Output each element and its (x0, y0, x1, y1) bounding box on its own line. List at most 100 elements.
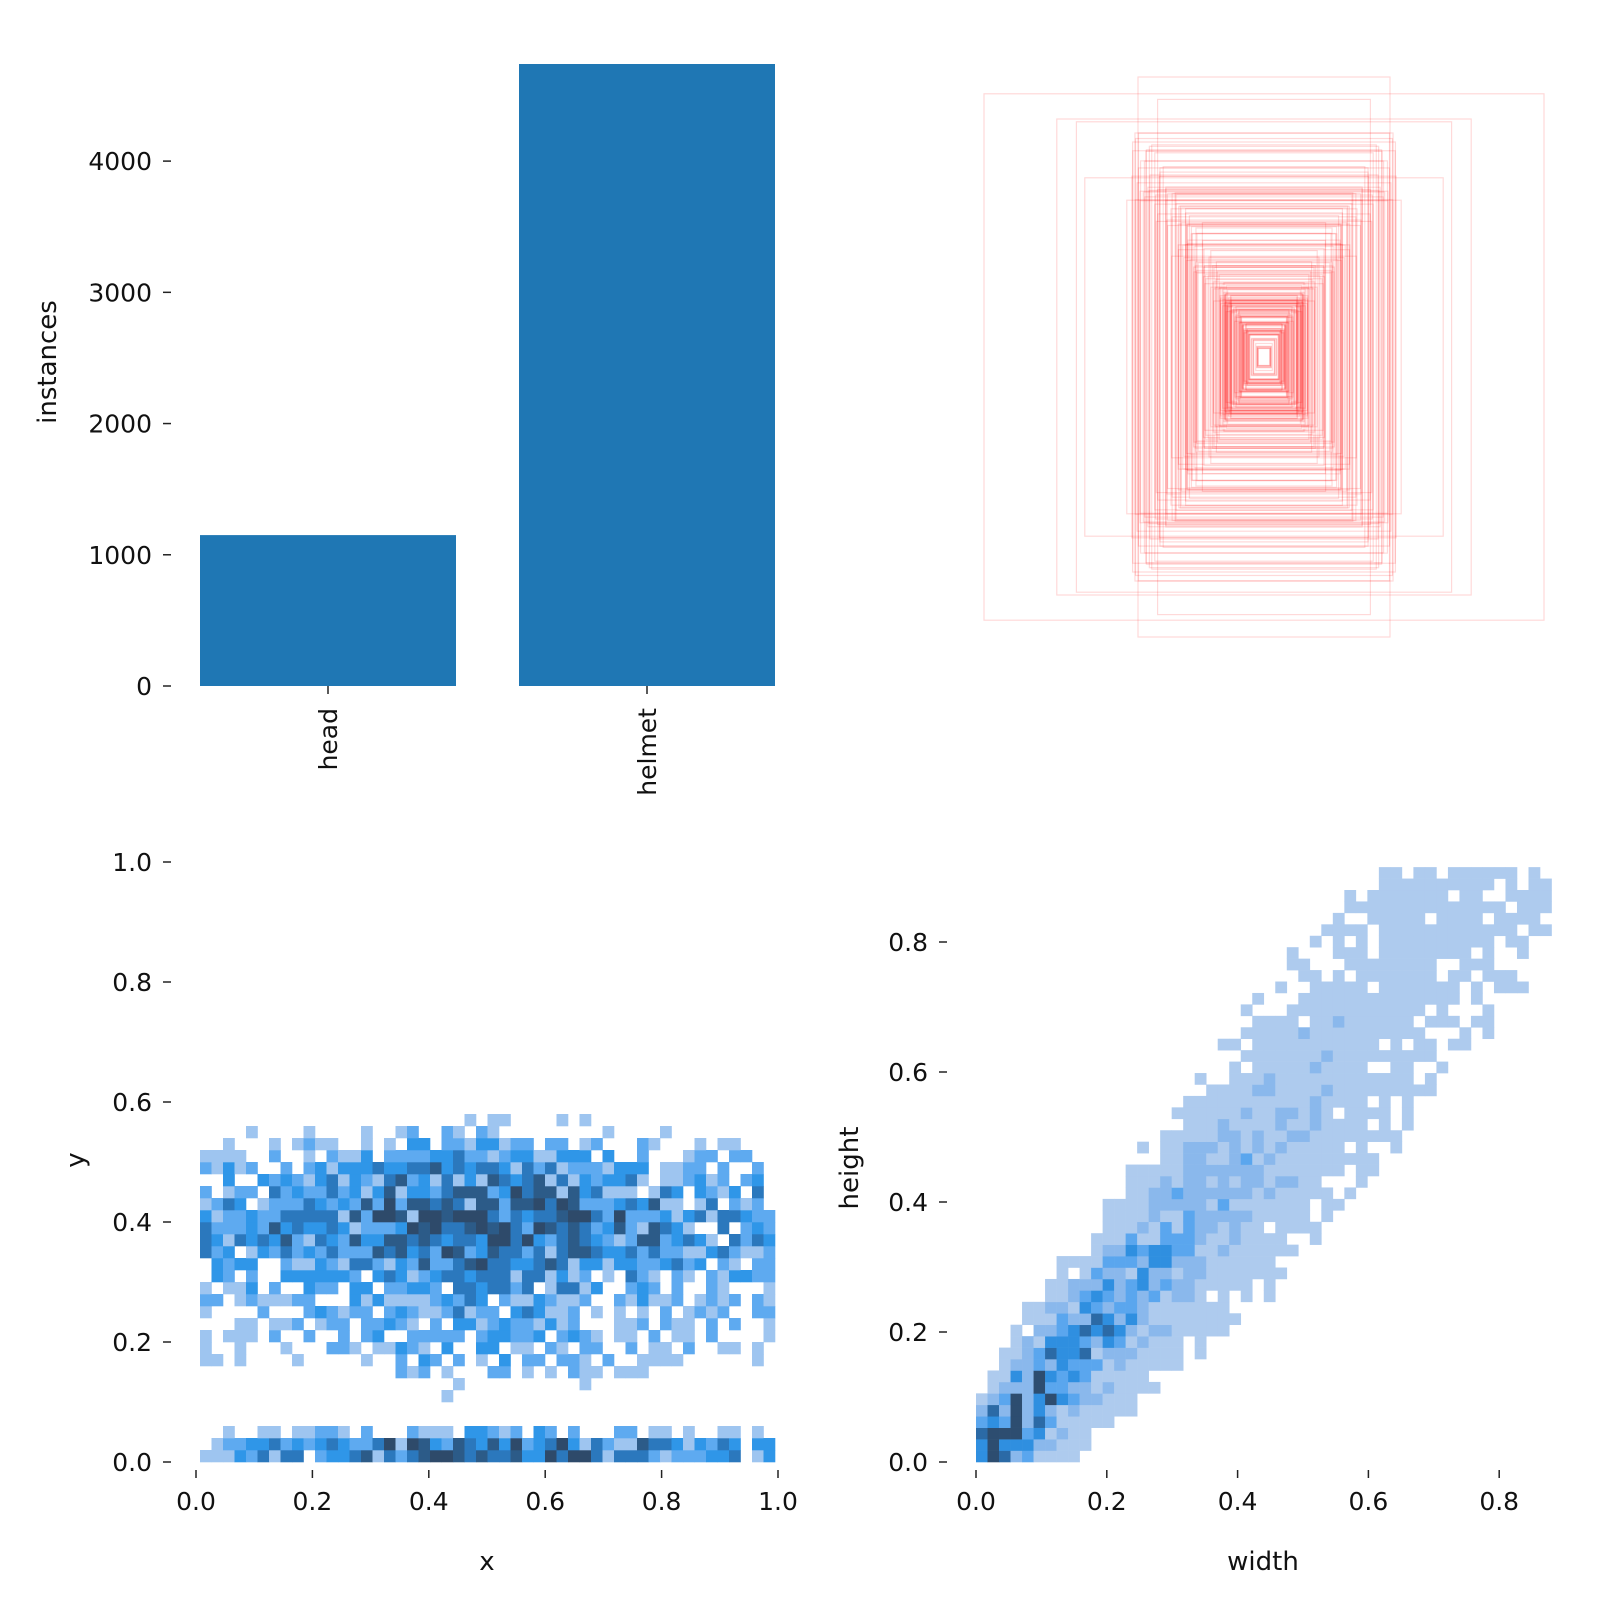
wh-cell (1171, 1313, 1184, 1326)
bar-y-axis-label: instances (33, 300, 63, 424)
xy-cell (418, 1438, 431, 1451)
xy-cell (453, 1162, 465, 1175)
xy-cell (533, 1270, 546, 1283)
wh-cell (1137, 1267, 1149, 1280)
wh-cell (1137, 1141, 1149, 1154)
xy-cell (338, 1306, 350, 1319)
box-outline (1231, 303, 1297, 411)
xy-cell (579, 1210, 592, 1223)
xy-cell (522, 1354, 534, 1367)
wh-cell (1229, 1164, 1242, 1177)
box-outline (1212, 281, 1316, 433)
xy-cell (729, 1438, 741, 1451)
xy-cell (510, 1426, 523, 1439)
xy-cell (453, 1282, 465, 1295)
xy-y-tick-label: 0.4 (112, 1208, 152, 1237)
wh-cell (999, 1370, 1011, 1383)
wh-cell (1493, 924, 1506, 937)
box-outline (1177, 249, 1351, 465)
xy-cell (338, 1186, 350, 1199)
xy-cell (499, 1294, 511, 1307)
wh-cell (1137, 1233, 1149, 1245)
xy-cell (487, 1174, 500, 1187)
wh-cell (1206, 1313, 1219, 1326)
xy-cell (660, 1162, 672, 1175)
xy-cell (499, 1318, 511, 1331)
wh-cell (1528, 901, 1541, 914)
xy-cell (533, 1162, 546, 1175)
wh-cell (1263, 1038, 1276, 1051)
box-outline (1222, 288, 1306, 426)
wh-cell (1229, 1267, 1242, 1280)
wh-cell (1367, 992, 1380, 1005)
xy-cell (648, 1138, 661, 1151)
xy-cell (246, 1246, 258, 1259)
xy-cell (384, 1186, 396, 1199)
box-outline (1224, 301, 1304, 413)
xy-cell (706, 1450, 718, 1463)
box-outline (1243, 328, 1285, 386)
wh-cell (1447, 867, 1460, 879)
xy-x-axis-label: x (479, 1547, 494, 1577)
wh-cell (1229, 1176, 1242, 1188)
wh-cell (1148, 1198, 1161, 1211)
wh-cell (1321, 1073, 1334, 1085)
wh-cell (1056, 1324, 1069, 1337)
box-outline (1233, 307, 1295, 407)
xy-cell (234, 1318, 247, 1331)
wh-cell (1183, 1324, 1195, 1337)
wh-cell (1401, 890, 1414, 902)
xy-cell (729, 1258, 741, 1271)
xy-cell (384, 1162, 396, 1175)
wh-cell (1447, 901, 1460, 914)
xy-cell (545, 1450, 557, 1463)
xy-cell (706, 1174, 718, 1187)
wh-cell (1056, 1290, 1069, 1303)
xy-cell (326, 1198, 339, 1211)
wh-cell (1401, 935, 1414, 948)
xy-cell (579, 1438, 592, 1451)
box-outline (1224, 294, 1304, 420)
xy-cell (706, 1270, 718, 1283)
wh-cell (1137, 1198, 1149, 1211)
xy-cell (453, 1450, 465, 1463)
wh-cell (1275, 1164, 1288, 1177)
box-outline (1212, 300, 1315, 414)
wh-cell (1056, 1439, 1069, 1451)
box-outline (1148, 145, 1380, 569)
xy-cell (683, 1330, 695, 1343)
xy-cell (740, 1210, 753, 1223)
xy-cell (763, 1438, 776, 1451)
wh-cell (1056, 1359, 1069, 1371)
xy-cell (763, 1318, 776, 1331)
wh-cell (1079, 1359, 1092, 1371)
wh-cell (1252, 1061, 1265, 1074)
xy-cell (579, 1138, 592, 1151)
xy-cell (476, 1306, 488, 1319)
xy-cell (464, 1162, 477, 1175)
xy-cell (200, 1210, 212, 1223)
box-outline (1156, 98, 1371, 616)
box-outline (1238, 321, 1290, 393)
wh-cell (1390, 1084, 1403, 1097)
bar-x-ticks: head helmet (314, 686, 662, 796)
xy-cell (395, 1246, 408, 1259)
xy-cell (269, 1438, 281, 1451)
xy-cell (441, 1222, 454, 1235)
xy-cell (533, 1306, 546, 1319)
wh-cell (1344, 1084, 1357, 1097)
xy-cell (372, 1222, 385, 1235)
xy-cell (637, 1150, 649, 1163)
wh-cell (1378, 1095, 1391, 1108)
xy-cell (476, 1438, 488, 1451)
xy-cell (729, 1186, 741, 1199)
wh-cell (1263, 1061, 1276, 1074)
xy-cell (476, 1342, 488, 1355)
xy-cell (464, 1138, 477, 1151)
wh-cell (1309, 1164, 1322, 1177)
wh-cell (1332, 1004, 1345, 1017)
wh-cell (1045, 1347, 1057, 1360)
wh-cell (1160, 1233, 1172, 1245)
wh-cell (1217, 1244, 1230, 1257)
